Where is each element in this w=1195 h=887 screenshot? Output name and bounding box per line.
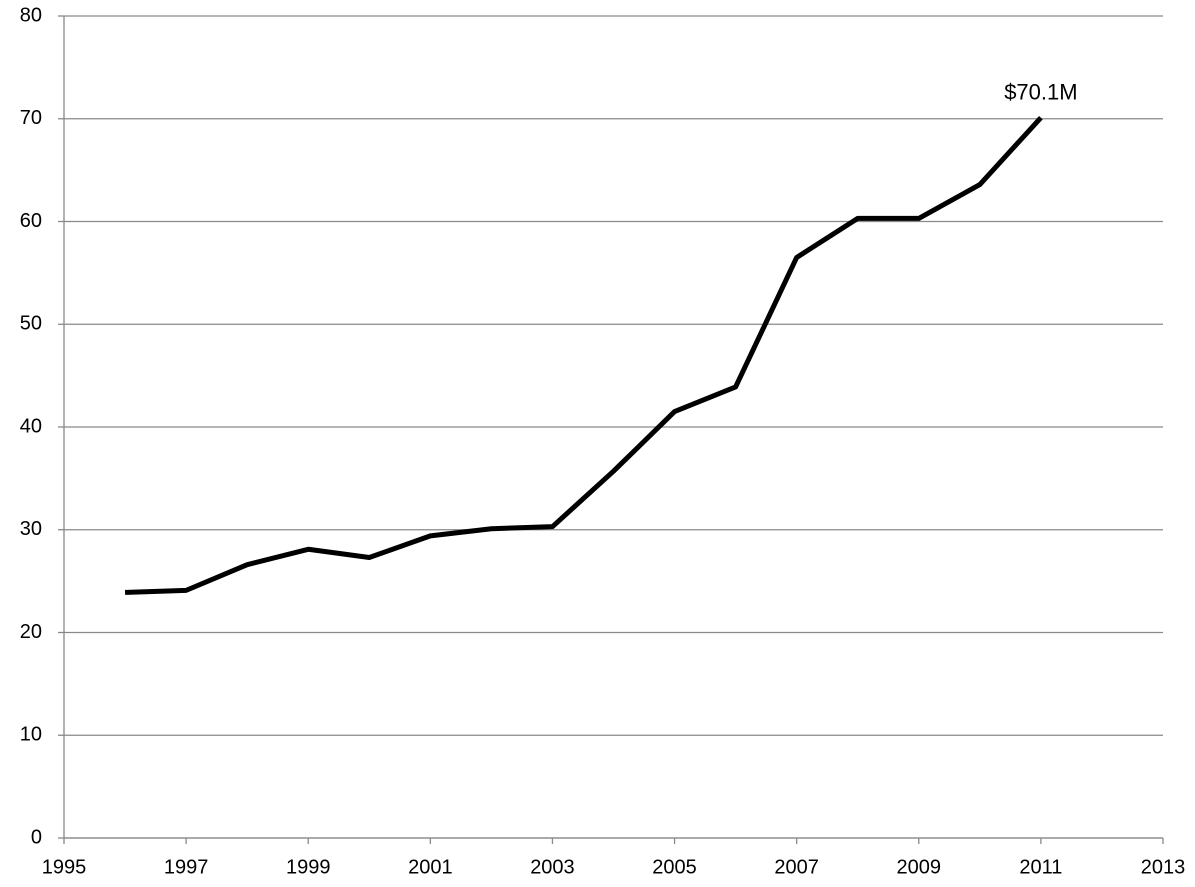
y-tick-label: 60	[20, 210, 42, 232]
x-tick-label: 2001	[408, 856, 453, 878]
x-tick-label: 2011	[1019, 856, 1062, 878]
data-label: $70.1M	[1004, 80, 1077, 105]
y-tick-label: 30	[20, 518, 42, 540]
y-tick-label: 50	[20, 313, 42, 335]
x-tick-label: 1995	[42, 856, 87, 878]
x-tick-label: 2009	[897, 856, 942, 878]
y-tick-label: 20	[20, 621, 42, 643]
y-tick-label: 0	[31, 826, 42, 848]
x-tick-label: 2003	[530, 856, 575, 878]
y-tick-label: 40	[20, 415, 42, 437]
y-tick-label: 10	[20, 724, 42, 746]
x-tick-label: 1997	[164, 856, 209, 878]
x-tick-label: 2005	[652, 856, 697, 878]
data-line	[124, 116, 1043, 595]
x-tick-label: 2007	[774, 856, 819, 878]
x-tick-label: 2013	[1141, 856, 1186, 878]
y-tick-label: 80	[20, 4, 42, 26]
y-tick-label: 70	[20, 107, 42, 129]
x-tick-label: 1999	[286, 856, 331, 878]
